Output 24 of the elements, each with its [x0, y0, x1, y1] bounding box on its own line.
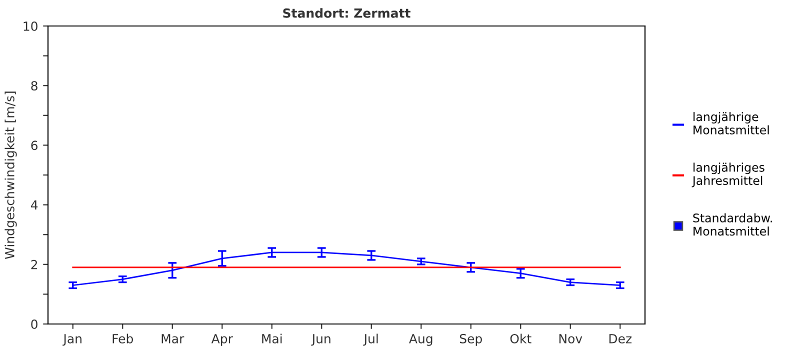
- y-tick-label: 8: [31, 81, 38, 91]
- x-tick-label: Mai: [262, 334, 282, 344]
- y-tick-label: 6: [31, 140, 38, 150]
- x-tick-label: Jun: [311, 334, 330, 346]
- x-tick-label: Jul: [363, 334, 378, 346]
- y-tick-label: 2: [31, 260, 38, 270]
- x-tick-label: Sep: [460, 334, 482, 346]
- x-tick-label: Aug: [409, 334, 432, 346]
- x-tick-label: Dez: [609, 334, 632, 344]
- x-tick-label: Mar: [162, 334, 184, 344]
- text: Standardabw. Monatsmittel: [693, 213, 772, 236]
- y-tick-label: 10: [24, 21, 38, 31]
- x-tick-label: Jan: [62, 334, 82, 346]
- x-tick-label: Apr: [211, 334, 233, 346]
- legend-label: langjähriges Jahresmittel: [692, 162, 764, 188]
- x-tick-label: Feb: [112, 334, 134, 344]
- y-tick-label: 0: [31, 319, 38, 329]
- chart-title: Standort: Zermatt: [283, 8, 410, 18]
- x-tick-label: Nov: [559, 334, 582, 344]
- x-tick-label: Okt: [510, 334, 532, 344]
- y-tick-label: 4: [30, 200, 38, 210]
- line-series: [72, 252, 621, 286]
- y-axis-title: Windgeschwindigkeit [m/s]: [4, 92, 17, 259]
- legend-label: langjährige Monatsmittel: [694, 112, 769, 134]
